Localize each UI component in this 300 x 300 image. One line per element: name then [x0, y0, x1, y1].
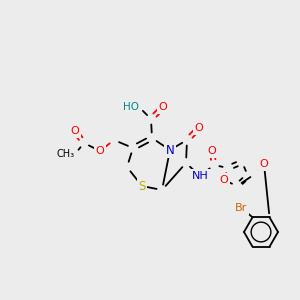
Text: N: N: [166, 143, 174, 157]
Text: NH: NH: [192, 171, 208, 181]
Text: HO: HO: [123, 102, 139, 112]
Text: S: S: [138, 179, 146, 193]
Text: CH₃: CH₃: [57, 149, 75, 159]
Text: O: O: [70, 126, 80, 136]
Text: O: O: [159, 102, 167, 112]
Text: Br: Br: [236, 203, 247, 213]
Text: O: O: [195, 123, 203, 133]
Text: O: O: [220, 175, 228, 185]
Text: O: O: [260, 159, 268, 169]
Text: O: O: [96, 146, 104, 156]
Text: O: O: [208, 146, 216, 156]
